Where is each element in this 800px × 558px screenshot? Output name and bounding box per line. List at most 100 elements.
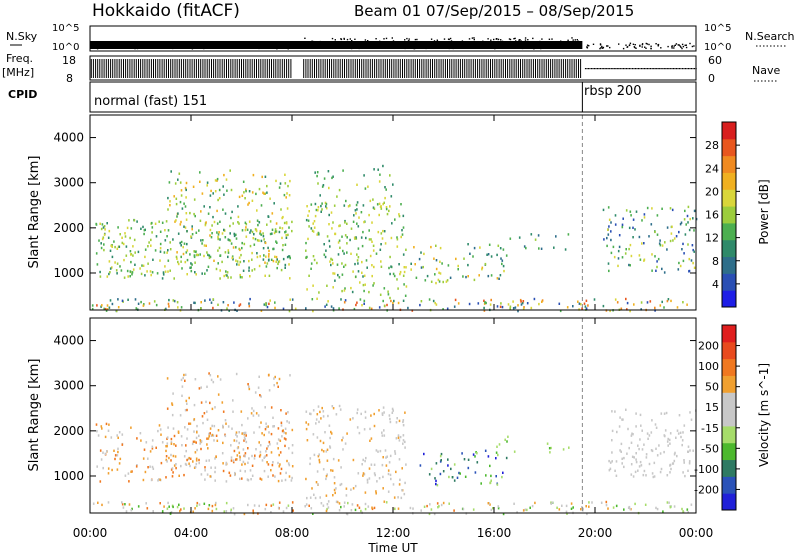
data-cell xyxy=(620,307,623,310)
data-cell xyxy=(366,481,369,484)
nave-point xyxy=(694,68,696,70)
data-cell xyxy=(685,223,687,226)
data-cell xyxy=(435,462,438,465)
nsky-point xyxy=(685,46,688,49)
nsky-point xyxy=(679,45,681,47)
data-cell xyxy=(166,407,169,410)
data-cell xyxy=(660,412,663,415)
data-cell xyxy=(434,477,436,480)
data-cell xyxy=(505,254,508,257)
data-cell xyxy=(278,465,281,468)
data-cell xyxy=(132,268,135,271)
data-cell xyxy=(248,302,250,305)
data-cell xyxy=(453,463,456,466)
nsky-point xyxy=(473,37,475,39)
data-cell xyxy=(407,306,409,310)
data-cell xyxy=(630,463,633,466)
data-cell xyxy=(379,173,381,176)
data-cell xyxy=(364,502,367,506)
data-cell xyxy=(678,261,680,265)
data-cell xyxy=(623,456,625,460)
data-cell xyxy=(180,260,182,263)
data-cell xyxy=(166,507,169,510)
data-cell xyxy=(639,460,642,464)
data-cell xyxy=(360,211,363,214)
data-cell xyxy=(141,264,143,267)
nave-point xyxy=(625,68,627,70)
data-cell xyxy=(582,507,584,511)
data-cell xyxy=(169,269,171,272)
data-cell xyxy=(326,284,328,287)
data-cell xyxy=(151,465,154,469)
data-cell xyxy=(327,500,330,503)
data-cell xyxy=(236,446,239,450)
data-cell xyxy=(688,269,691,273)
nsky-point xyxy=(667,45,669,48)
data-cell xyxy=(581,506,583,509)
data-cell xyxy=(385,501,388,504)
data-cell xyxy=(168,305,170,308)
data-cell xyxy=(326,448,329,451)
data-cell xyxy=(264,406,266,409)
data-cell xyxy=(312,433,315,436)
data-cell xyxy=(258,455,261,458)
data-cell xyxy=(151,439,154,442)
data-cell xyxy=(241,477,243,480)
nave-point xyxy=(680,68,682,70)
data-cell xyxy=(432,299,435,303)
data-cell xyxy=(115,309,118,313)
data-cell xyxy=(439,260,441,263)
data-cell xyxy=(650,223,653,226)
y-tick-label: 4000 xyxy=(53,131,84,145)
data-cell xyxy=(177,306,179,309)
data-cell xyxy=(320,204,322,208)
data-cell xyxy=(629,264,631,267)
data-cell xyxy=(312,284,314,287)
data-cell xyxy=(363,302,365,305)
data-cell xyxy=(191,442,194,446)
data-cell xyxy=(506,440,508,443)
data-cell xyxy=(167,208,169,211)
colorbar-segment xyxy=(722,375,736,393)
data-cell xyxy=(404,411,406,414)
nsky-point xyxy=(406,37,408,40)
data-cell xyxy=(344,221,346,224)
nsky-point xyxy=(641,43,644,45)
nsky-point xyxy=(391,37,393,39)
nsky-point xyxy=(673,47,675,49)
data-cell xyxy=(273,377,275,380)
data-cell xyxy=(174,182,177,185)
data-cell xyxy=(265,422,267,425)
data-cell xyxy=(519,298,522,302)
data-cell xyxy=(229,224,231,228)
data-cell xyxy=(584,305,587,308)
nave-point xyxy=(645,68,647,70)
data-cell xyxy=(217,235,219,239)
nave-point xyxy=(633,68,635,70)
data-cell xyxy=(203,502,206,505)
data-cell xyxy=(333,204,336,207)
data-cell xyxy=(305,256,307,259)
nsky-point xyxy=(641,46,643,48)
data-cell xyxy=(420,251,422,254)
data-cell xyxy=(113,449,115,452)
data-cell xyxy=(608,225,610,228)
data-cell xyxy=(192,440,195,443)
data-cell xyxy=(266,461,268,464)
data-cell xyxy=(401,467,403,470)
data-cell xyxy=(688,257,691,261)
data-cell xyxy=(682,510,684,513)
data-cell xyxy=(168,505,170,508)
y-tick-label: 1000 xyxy=(53,266,84,280)
data-cell xyxy=(159,230,162,233)
data-cell xyxy=(423,252,425,256)
data-cell xyxy=(436,484,439,487)
data-cell xyxy=(215,507,218,511)
data-cell xyxy=(117,306,120,309)
data-cell xyxy=(540,247,543,250)
data-cell xyxy=(263,433,265,437)
data-cell xyxy=(103,248,105,252)
data-cell xyxy=(204,272,206,275)
data-cell xyxy=(448,502,450,505)
data-cell xyxy=(638,254,641,257)
